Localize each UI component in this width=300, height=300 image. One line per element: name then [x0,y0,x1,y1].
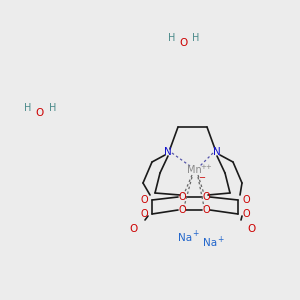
Text: O: O [178,192,186,202]
Text: N: N [164,147,172,157]
Text: O: O [242,209,250,219]
Text: O: O [202,192,210,202]
Text: O: O [179,38,187,48]
Text: O: O [36,108,44,118]
Text: H: H [49,103,57,113]
Text: +: + [217,235,223,244]
Text: N: N [213,147,221,157]
Text: −: − [199,173,206,182]
Text: O: O [242,195,250,205]
Text: O: O [178,205,186,215]
Text: +: + [192,230,198,238]
Text: Na: Na [203,238,217,248]
Text: H: H [24,103,32,113]
Text: Mn: Mn [187,165,201,175]
Text: O: O [140,209,148,219]
Text: O: O [248,224,256,234]
Text: Na: Na [178,233,192,243]
Text: H: H [168,33,176,43]
Text: O: O [130,224,138,234]
Text: O: O [140,195,148,205]
Text: H: H [192,33,200,43]
Text: ++: ++ [200,164,212,170]
Text: O: O [202,205,210,215]
